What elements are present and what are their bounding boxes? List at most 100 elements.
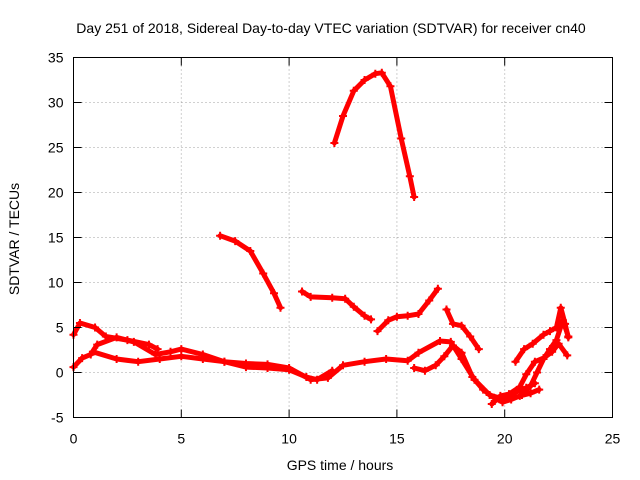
- data-point: [431, 361, 440, 370]
- data-point: [405, 172, 414, 181]
- y-tick-label: 35: [48, 50, 64, 66]
- series-trace-3: [88, 347, 337, 384]
- data-point: [341, 294, 350, 303]
- data-point: [302, 373, 311, 381]
- data-point: [360, 357, 369, 366]
- data-point: [339, 361, 347, 370]
- data-point: [177, 345, 186, 354]
- data-point: [442, 305, 451, 314]
- y-axis-label: SDTVAR / TECUs: [6, 183, 22, 295]
- x-tick-label: 20: [497, 431, 513, 447]
- data-point: [410, 193, 419, 201]
- data-point: [392, 312, 401, 321]
- y-tick-label: 10: [48, 275, 64, 291]
- data-series: [69, 68, 573, 408]
- series-trace-10: [487, 339, 572, 408]
- data-point: [505, 390, 514, 399]
- data-point: [360, 76, 369, 84]
- data-point: [530, 357, 539, 366]
- series-line: [375, 286, 441, 334]
- data-point: [436, 337, 445, 345]
- data-point: [564, 332, 573, 341]
- data-point: [78, 354, 87, 363]
- data-point: [558, 316, 567, 325]
- data-point: [384, 316, 393, 325]
- y-tick-label: 5: [56, 320, 64, 336]
- data-point: [328, 293, 337, 302]
- y-tick-label: 20: [48, 185, 64, 201]
- data-point: [535, 385, 544, 394]
- data-point: [112, 333, 121, 342]
- data-point: [298, 287, 307, 296]
- data-point: [330, 139, 339, 147]
- data-point: [520, 345, 529, 354]
- x-tick-label: 15: [389, 431, 405, 447]
- data-point: [448, 319, 457, 328]
- series-trace-12: [517, 316, 573, 399]
- y-tick-label: 25: [48, 140, 64, 156]
- data-point: [515, 382, 524, 391]
- data-point: [556, 303, 565, 312]
- chart-title: Day 251 of 2018, Sidereal Day-to-day VTE…: [76, 20, 586, 36]
- data-point: [479, 385, 488, 394]
- series-trace-6: [330, 68, 419, 201]
- data-point: [526, 389, 535, 398]
- y-tick-label: 0: [56, 365, 64, 381]
- data-point: [496, 391, 505, 400]
- data-point: [420, 366, 429, 375]
- data-point: [144, 340, 153, 349]
- data-point: [448, 341, 457, 350]
- data-point: [360, 311, 369, 320]
- data-point: [528, 339, 537, 348]
- data-point: [563, 351, 572, 360]
- y-tick-label: 15: [48, 230, 64, 246]
- data-point: [75, 319, 84, 327]
- data-point: [377, 68, 386, 77]
- data-point: [129, 337, 138, 346]
- data-point: [246, 247, 255, 255]
- data-point: [507, 395, 516, 404]
- series-trace-8: [410, 341, 544, 407]
- data-point: [498, 398, 507, 407]
- data-point: [382, 355, 391, 363]
- data-point: [134, 357, 143, 366]
- series-trace-4: [216, 231, 285, 312]
- y-tick-label: -5: [51, 410, 64, 426]
- data-point: [270, 289, 279, 298]
- data-point: [487, 400, 496, 408]
- data-point: [468, 373, 477, 381]
- data-point: [339, 112, 347, 120]
- x-tick-label: 10: [281, 431, 297, 447]
- data-point: [433, 284, 442, 293]
- data-point: [93, 340, 102, 349]
- data-point: [367, 315, 376, 324]
- data-point: [285, 365, 294, 374]
- x-tick-label: 25: [605, 431, 621, 447]
- data-point: [328, 366, 337, 375]
- series-line: [71, 334, 538, 402]
- series-line: [489, 341, 570, 407]
- data-point: [474, 345, 483, 354]
- x-axis-label: GPS time / hours: [287, 457, 394, 473]
- data-point: [457, 321, 466, 330]
- data-point: [88, 347, 97, 356]
- data-point: [539, 355, 548, 363]
- data-point: [198, 355, 207, 363]
- data-point: [414, 348, 423, 357]
- data-point: [220, 357, 229, 366]
- data-point: [349, 302, 358, 311]
- data-point: [517, 391, 526, 399]
- data-point: [425, 296, 434, 305]
- data-point: [526, 382, 535, 390]
- y-tick-label: 30: [48, 95, 64, 111]
- data-point: [457, 348, 466, 357]
- data-point: [386, 82, 395, 91]
- axis-ticks: -5 0 5 10 15 20 25 30 35 0 5 10 15 20 25: [48, 50, 621, 447]
- data-point: [177, 352, 186, 361]
- x-tick-label: 0: [70, 431, 78, 447]
- data-point: [155, 355, 164, 363]
- data-point: [403, 356, 412, 365]
- data-point: [545, 327, 554, 336]
- data-point: [403, 311, 412, 320]
